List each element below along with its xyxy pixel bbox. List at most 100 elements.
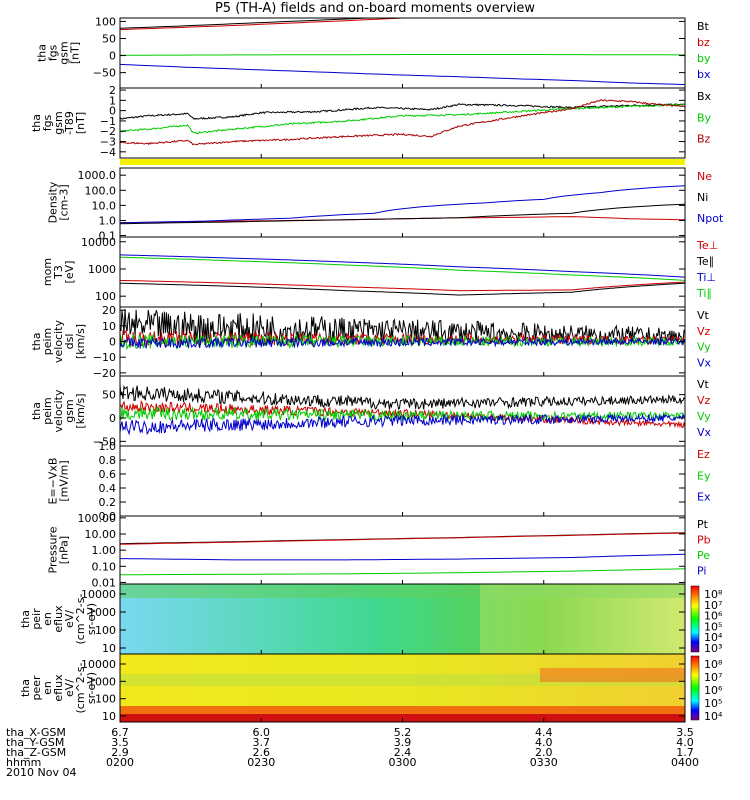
y-tick-label: 100.00 [78, 512, 117, 525]
panel-frame [119, 167, 686, 238]
legend-label: Ey [697, 469, 711, 482]
y-tick-label: 0 [109, 50, 116, 63]
y-tick-label: 2 [109, 84, 116, 97]
footer-row-label: tha_Z-GSM [6, 746, 66, 759]
y-tick-label: 10000 [81, 236, 116, 249]
legend-label: Vx [697, 356, 712, 369]
legend-label: Ez [697, 448, 710, 461]
panel-5 [119, 306, 686, 377]
y-axis-label: T3 [52, 265, 65, 280]
legend-label: Pe [697, 549, 710, 562]
panel-1 [119, 17, 686, 89]
y-tick-label: −10 [93, 351, 116, 364]
series-line-npot [119, 185, 686, 224]
y-tick-label: 100 [95, 624, 116, 637]
colorbar-tick-label: 10⁸ [704, 588, 723, 601]
footer-value: 0300 [389, 756, 417, 769]
y-axis-label: velocity [52, 389, 65, 432]
series-line-bz [119, 99, 686, 146]
legend-label: Bt [697, 20, 710, 33]
series-line-bz [119, 17, 685, 31]
series-line-vx [119, 412, 686, 436]
footer-value: 4.0 [676, 736, 694, 749]
footer-value: 2.6 [253, 746, 271, 759]
y-tick-label: −3 [100, 136, 116, 149]
y-axis-label: (cm^2-s- [74, 594, 87, 645]
panel-4 [119, 236, 686, 308]
footer-value: 6.7 [111, 726, 129, 739]
footer-value: 0400 [671, 756, 699, 769]
footer-row-label: hhmm [6, 756, 41, 769]
footer-value: 2.0 [535, 746, 553, 759]
y-axis-label: gsm [58, 41, 71, 64]
colorbar-tick-label: 10⁴ [704, 710, 723, 723]
legend-label: Pi [697, 565, 706, 578]
panel-6 [119, 375, 686, 447]
y-axis-label: sr-eV) [85, 672, 98, 704]
colorbar-tick-label: 10⁸ [704, 658, 723, 671]
y-tick-label: 10 [102, 710, 116, 723]
legend-label: By [697, 111, 712, 124]
y-axis-label: peim [41, 397, 54, 425]
footer-value: 4.4 [535, 726, 553, 739]
y-tick-label: 0 [109, 105, 116, 118]
legend-label: Ti⊥ [696, 271, 716, 284]
colorbar-tick-label: 10⁵ [704, 697, 722, 710]
legend-label: Te∥ [696, 255, 714, 268]
legend-label: Vy [697, 341, 711, 354]
y-tick-label: 0.0 [99, 510, 117, 523]
footer-value: 3.9 [394, 736, 412, 749]
footer-value: 2.4 [394, 746, 412, 759]
panel-frame [119, 17, 686, 89]
colorbar-tick-label: 10⁶ [704, 684, 723, 697]
footer-value: 5.2 [394, 726, 412, 739]
series-line-pi [119, 553, 686, 561]
panel-8 [119, 515, 686, 585]
y-axis-label: [nPa] [58, 536, 71, 564]
y-axis-label: mom [41, 258, 54, 286]
y-tick-label: −20 [93, 367, 116, 380]
y-axis-label: [nT] [69, 42, 82, 64]
legend-label: Ne [697, 170, 712, 183]
y-tick-label: 0.4 [99, 482, 117, 495]
y-axis-label: tha [36, 44, 49, 62]
y-axis-label: [km/s] [74, 324, 87, 359]
panel-7 [119, 445, 686, 517]
spectrogram-band [120, 584, 685, 598]
y-axis-label: peir [30, 608, 43, 630]
legend-label: bx [697, 68, 711, 81]
spectrogram-band [540, 668, 685, 682]
y-tick-label: 0 [109, 336, 116, 349]
y-tick-label: 10.0 [92, 199, 117, 212]
footer-value: 3.5 [676, 726, 694, 739]
series-line-vt [119, 309, 686, 346]
y-axis-label: tha [30, 332, 43, 350]
y-tick-label: 1000 [88, 263, 116, 276]
y-axis-label: eV/ [63, 679, 76, 697]
series-line-pb [119, 532, 686, 545]
y-tick-label: −1 [100, 115, 116, 128]
y-axis-label: [cm-3] [58, 184, 71, 220]
footer-row-label: tha_Y-GSM [6, 736, 64, 749]
y-tick-label: 10.00 [85, 528, 117, 541]
y-tick-label: 1.00 [92, 544, 117, 557]
y-tick-label: 10000 [81, 588, 116, 601]
footer-row-label: tha_X-GSM [6, 726, 66, 739]
legend-label: Bx [697, 90, 712, 103]
colorbar-tick-label: 10⁵ [704, 620, 722, 633]
y-tick-label: 100 [95, 290, 116, 303]
series-line-by [120, 54, 685, 56]
y-tick-label: 1 [109, 94, 116, 107]
y-tick-label: 0.01 [92, 576, 117, 589]
y-tick-label: 100 [95, 15, 116, 28]
panel-frame [119, 87, 686, 159]
y-tick-label: 20 [102, 304, 116, 317]
y-tick-label: 50 [102, 389, 116, 402]
legend-label: Ex [697, 491, 711, 504]
series-line-ti⊥ [120, 254, 686, 278]
colorbar-tick-label: 10⁷ [704, 671, 722, 684]
legend-label: by [697, 52, 711, 65]
legend-label: Npot [697, 212, 724, 225]
legend-label: Vt [697, 378, 710, 391]
